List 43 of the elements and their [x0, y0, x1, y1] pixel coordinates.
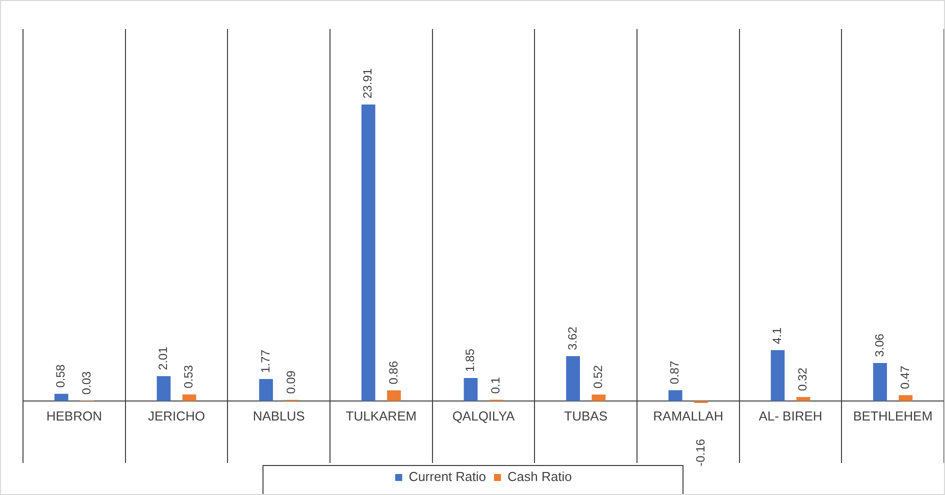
bar [898, 395, 913, 401]
bar [873, 363, 887, 401]
data-label: 0.53 [182, 364, 196, 388]
bar [592, 394, 606, 401]
x-tick-label: JERICHO [148, 408, 206, 424]
x-tick-label: HEBRON [46, 408, 102, 424]
x-tick-label: NABLUS [252, 408, 306, 424]
x-tick-label: RAMALLAH [653, 408, 724, 424]
data-label: 3.62 [565, 326, 580, 350]
bar [566, 356, 580, 401]
data-label: 1.77 [258, 349, 272, 374]
x-tick-label: AL- BIREH [758, 408, 822, 424]
bar [259, 379, 273, 401]
x-tick-label: QALQILYA [452, 408, 516, 424]
data-label: 1.85 [463, 348, 478, 372]
legend-label: Current Ratio [408, 469, 486, 484]
data-label: 0.09 [284, 370, 298, 394]
legend-label: Cash Ratio [508, 469, 572, 484]
data-label: 0.03 [79, 370, 94, 395]
bar [156, 376, 171, 401]
bar [54, 394, 68, 401]
data-label: 0.87 [668, 360, 682, 384]
data-label: -0.16 [693, 438, 708, 466]
x-tick-label: BETHLEHEM [853, 408, 933, 424]
bar [387, 390, 401, 401]
data-label: 0.47 [898, 365, 912, 390]
data-label: 2.01 [156, 346, 170, 370]
x-tick-label: TULKAREM [346, 408, 417, 424]
bar [796, 397, 810, 401]
data-label: 0.1 [488, 376, 503, 394]
data-label: 0.86 [386, 360, 400, 384]
bar [668, 390, 682, 401]
x-tick-label: TUBAS [564, 408, 608, 424]
data-label: 0.52 [590, 364, 605, 389]
data-label: 0.32 [796, 367, 810, 392]
data-label: 0.58 [54, 364, 68, 388]
bar [182, 394, 196, 401]
data-label: 4.1 [770, 327, 784, 344]
bar [464, 378, 478, 401]
data-label: 3.06 [872, 333, 886, 358]
bar [361, 104, 376, 401]
data-label: 23.91 [360, 68, 375, 99]
bar [770, 350, 785, 401]
